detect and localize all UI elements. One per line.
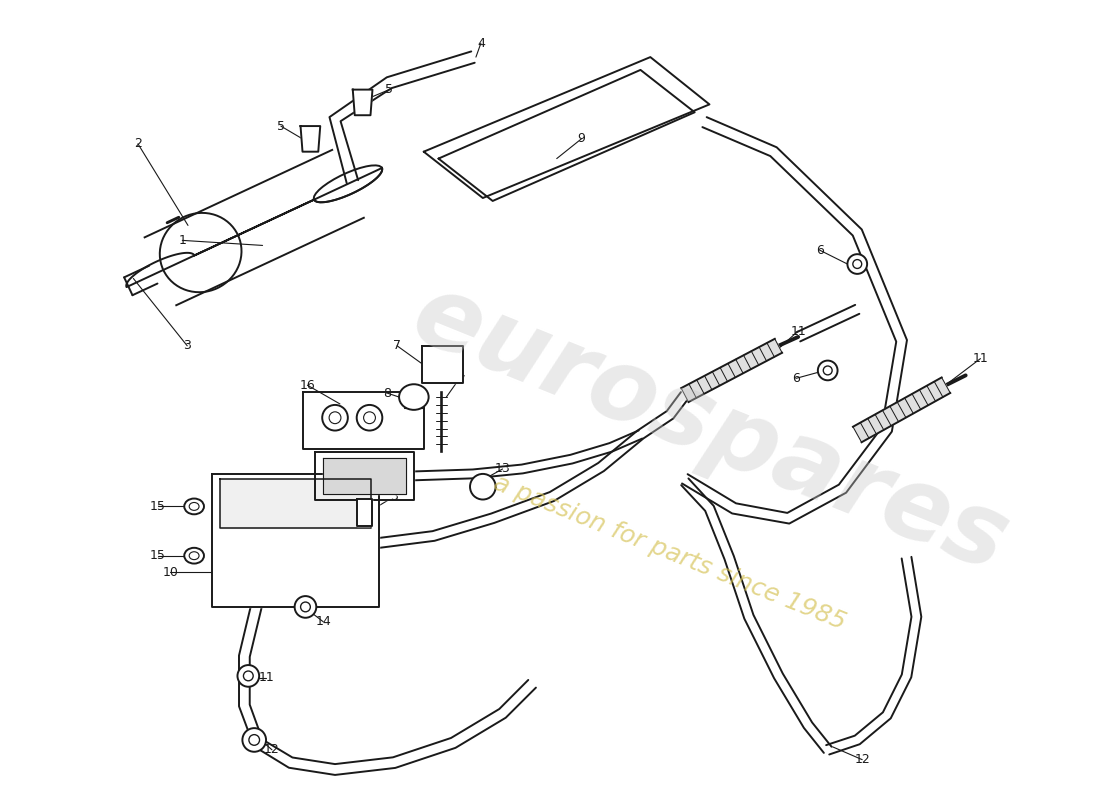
Text: 10: 10 xyxy=(163,566,178,579)
Text: 11: 11 xyxy=(258,671,274,684)
Text: 6: 6 xyxy=(816,244,824,257)
Circle shape xyxy=(295,596,317,618)
Polygon shape xyxy=(316,452,414,499)
Ellipse shape xyxy=(185,548,204,563)
Polygon shape xyxy=(852,378,950,442)
Text: 6: 6 xyxy=(792,372,800,385)
Text: 13: 13 xyxy=(495,462,510,475)
Text: 17: 17 xyxy=(450,374,466,386)
Text: 4: 4 xyxy=(477,37,485,50)
Text: 8: 8 xyxy=(383,386,392,400)
Polygon shape xyxy=(126,168,382,287)
Text: 2: 2 xyxy=(134,138,142,150)
Circle shape xyxy=(322,405,348,430)
Text: 9: 9 xyxy=(578,132,585,146)
Text: 15: 15 xyxy=(150,549,166,562)
Text: 3: 3 xyxy=(390,490,398,503)
Circle shape xyxy=(356,405,383,430)
Text: 16: 16 xyxy=(299,378,316,392)
Text: a passion for parts since 1985: a passion for parts since 1985 xyxy=(491,471,849,634)
Text: 5: 5 xyxy=(277,119,285,133)
Text: 14: 14 xyxy=(316,615,331,628)
Circle shape xyxy=(847,254,867,274)
Polygon shape xyxy=(220,479,372,528)
Text: 3: 3 xyxy=(184,339,191,352)
Circle shape xyxy=(818,361,837,380)
Text: 12: 12 xyxy=(855,753,870,766)
Text: 11: 11 xyxy=(790,325,806,338)
Text: 15: 15 xyxy=(150,500,166,513)
Ellipse shape xyxy=(185,498,204,514)
Circle shape xyxy=(242,728,266,752)
Polygon shape xyxy=(212,474,380,607)
Text: 5: 5 xyxy=(385,83,393,96)
Polygon shape xyxy=(421,346,463,383)
Text: 7: 7 xyxy=(393,339,402,352)
Ellipse shape xyxy=(399,384,429,410)
Polygon shape xyxy=(353,90,373,115)
Circle shape xyxy=(238,665,260,686)
Polygon shape xyxy=(356,498,373,526)
Text: eurospares: eurospares xyxy=(398,266,1021,593)
Circle shape xyxy=(470,474,496,499)
Polygon shape xyxy=(323,458,406,494)
Text: 11: 11 xyxy=(972,352,988,365)
Text: 1: 1 xyxy=(178,234,186,247)
Polygon shape xyxy=(681,339,782,402)
Text: 12: 12 xyxy=(264,743,279,756)
Polygon shape xyxy=(300,126,320,152)
